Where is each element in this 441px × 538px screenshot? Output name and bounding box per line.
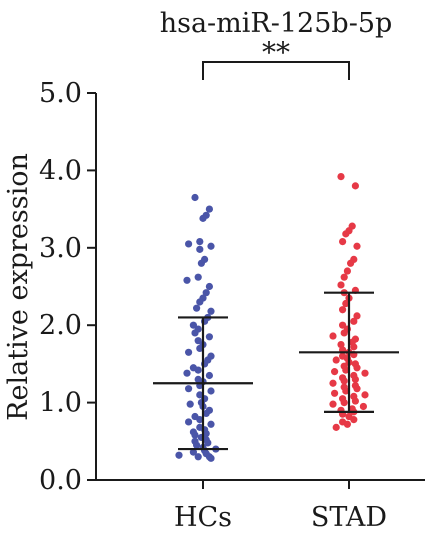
data-point-hcs [207,454,215,462]
data-point-stad [361,369,369,377]
x-axis: HCs STAD [96,479,425,533]
data-point-hcs [183,276,191,284]
data-point-hcs [191,193,199,202]
data-point-stad [350,416,358,424]
data-point-hcs [193,304,201,312]
data-point-stad [350,317,358,325]
data-point-hcs [196,238,204,246]
data-point-stad [361,391,369,399]
data-point-stad [343,267,351,275]
data-point-stad [343,420,351,428]
data-point-stad [342,230,350,238]
data-point-stad [337,172,345,181]
data-point-hcs [194,273,202,281]
data-point-hcs [199,214,207,222]
y-tick-label: 3.0 [39,233,82,264]
data-point-hcs [185,348,193,356]
data-point-stad [331,389,339,397]
data-point-stad [340,399,348,407]
data-point-hcs [189,321,197,329]
data-point-stad [353,242,361,250]
data-point-stad [353,385,361,393]
y-axis-label: Relative expression [3,153,34,421]
y-tick-label: 1.0 [39,388,82,419]
data-point-hcs [202,429,210,438]
data-point-hcs [185,240,193,248]
data-point-hcs [196,298,204,306]
data-point-stad [329,332,337,340]
data-point-stad [351,375,359,383]
data-point-stad [337,340,345,349]
x-tick-label-hcs: HCs [174,502,232,533]
data-point-hcs [193,441,201,449]
chart-title: hsa-miR-125b-5p [160,8,393,39]
data-point-stad [339,321,347,329]
data-point-hcs [175,451,183,459]
data-point-hcs [202,289,210,297]
data-point-stad [353,312,361,320]
data-point-stad [340,329,348,337]
data-point-stad [332,356,340,364]
data-point-stad [340,273,348,281]
data-point-stad [351,182,359,190]
data-point-stad [331,368,339,376]
mean-sd-lines [153,291,399,451]
data-point-stad [342,366,350,374]
data-point-stad [340,377,348,385]
data-point-hcs [189,448,197,456]
data-point-hcs [196,416,204,424]
y-tick-label: 4.0 [39,155,82,186]
data-point-hcs [196,391,204,399]
data-point-hcs [205,282,213,291]
data-point-hcs [197,259,205,267]
data-point-stad [329,379,337,387]
data-point-hcs [207,307,215,315]
data-points [175,172,369,462]
y-axis: 0.0 1.0 2.0 3.0 4.0 5.0 [39,78,97,496]
data-point-hcs [196,245,204,253]
data-point-stad [329,400,337,408]
y-tick-label: 5.0 [39,78,82,109]
data-point-hcs [205,333,213,341]
data-point-stad [353,364,361,372]
data-point-hcs [185,418,193,426]
data-point-stad [332,423,340,431]
significance-label: ** [262,36,290,69]
data-point-hcs [194,453,202,461]
data-point-hcs [207,242,215,250]
data-point-hcs [194,366,202,374]
data-point-stad [350,343,358,351]
y-tick-label: 2.0 [39,310,82,341]
data-point-stad [339,238,347,246]
data-point-stad [342,299,350,308]
data-point-hcs [205,205,213,213]
y-tick-label: 0.0 [39,465,82,496]
data-point-stad [351,397,359,405]
data-point-hcs [183,369,191,377]
data-point-stad [342,387,350,395]
x-tick-label-stad: STAD [311,502,387,533]
data-point-hcs [207,387,215,395]
data-point-hcs [194,337,202,345]
data-point-hcs [202,409,210,418]
data-point-hcs [191,431,199,439]
significance-bracket [202,61,350,80]
data-point-stad [337,281,345,289]
data-point-stad [339,306,347,314]
data-point-hcs [191,329,199,337]
data-point-hcs [185,385,193,393]
data-point-hcs [207,420,215,428]
data-point-hcs [204,439,212,447]
data-point-hcs [205,371,213,380]
data-point-stad [359,402,367,411]
data-point-hcs [186,400,194,408]
data-point-stad [347,259,355,267]
data-point-hcs [196,344,204,353]
